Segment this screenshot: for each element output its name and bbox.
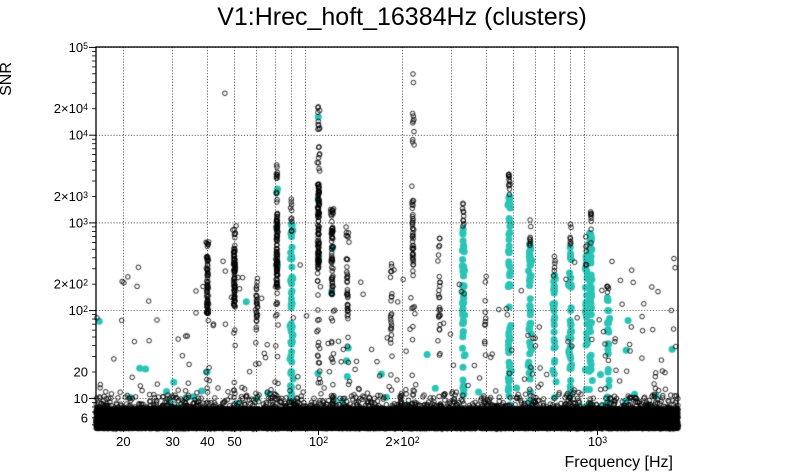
svg-text:105: 105: [69, 40, 88, 55]
svg-text:103: 103: [588, 434, 607, 449]
svg-text:V1:Hrec_hoft_16384Hz (clusters: V1:Hrec_hoft_16384Hz (clusters): [217, 3, 587, 31]
svg-text:6: 6: [81, 410, 88, 425]
svg-text:SNR: SNR: [0, 62, 15, 96]
svg-text:40: 40: [200, 434, 214, 449]
svg-text:2×102: 2×102: [54, 277, 88, 292]
svg-text:104: 104: [69, 128, 88, 143]
svg-text:2×102: 2×102: [385, 434, 419, 449]
svg-text:Frequency [Hz]: Frequency [Hz]: [565, 454, 673, 471]
svg-text:103: 103: [69, 215, 88, 230]
svg-text:20: 20: [74, 365, 88, 380]
svg-text:50: 50: [227, 434, 241, 449]
svg-text:20: 20: [116, 434, 130, 449]
svg-text:2×103: 2×103: [54, 189, 88, 204]
svg-text:30: 30: [165, 434, 179, 449]
svg-text:102: 102: [69, 303, 88, 318]
svg-text:102: 102: [309, 434, 328, 449]
svg-text:10: 10: [74, 391, 88, 406]
svg-text:2×104: 2×104: [54, 101, 88, 116]
